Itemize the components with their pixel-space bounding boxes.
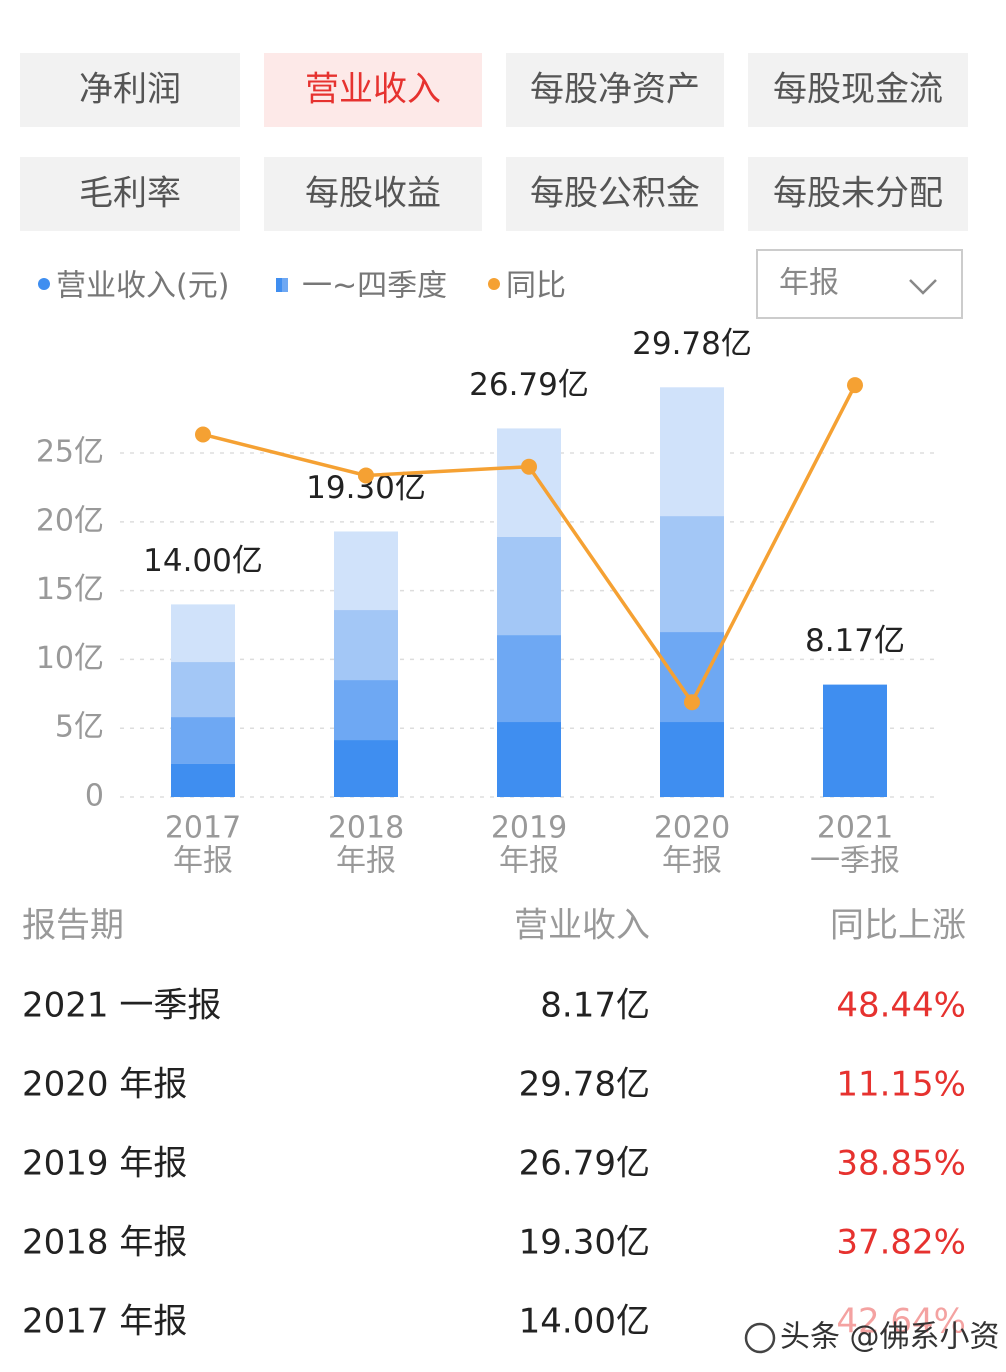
table-header: 报告期 bbox=[22, 906, 124, 946]
table-cell: 26.79亿 bbox=[519, 1144, 650, 1184]
tab-label: 每股现金流 bbox=[773, 70, 943, 110]
tab-bg bbox=[506, 53, 724, 127]
table-cell: 2017 年报 bbox=[22, 1302, 187, 1342]
legend-dot bbox=[38, 278, 50, 290]
y-tick-label: 0 bbox=[85, 779, 104, 814]
legend-label: 同比 bbox=[506, 269, 566, 304]
tab[interactable]: 净利润 bbox=[20, 53, 240, 127]
table-cell: 19.30亿 bbox=[519, 1223, 650, 1263]
legend-label: 一~四季度 bbox=[302, 269, 447, 304]
dropdown-label: 年报 bbox=[779, 266, 839, 301]
bar-segment bbox=[497, 635, 561, 723]
table-cell: 29.78亿 bbox=[519, 1065, 650, 1105]
tab-bg bbox=[506, 157, 724, 231]
x-tick-label: 2018 bbox=[328, 811, 404, 846]
table-cell: 2019 年报 bbox=[22, 1144, 187, 1184]
table-cell: 2020 年报 bbox=[22, 1065, 187, 1105]
x-tick-label: 年报 bbox=[499, 844, 559, 879]
watermark-bg bbox=[740, 1305, 1006, 1372]
tab-bg bbox=[264, 157, 482, 231]
tab-label: 净利润 bbox=[79, 70, 181, 110]
tab-bg bbox=[748, 157, 968, 231]
table-cell: 8.17亿 bbox=[540, 986, 650, 1026]
x-tick-label: 2021 bbox=[817, 811, 893, 846]
y-tick-label: 15亿 bbox=[36, 572, 104, 607]
bar-segment bbox=[497, 536, 561, 636]
tab-bg bbox=[20, 53, 240, 127]
yoy-point bbox=[847, 377, 863, 394]
bar-segment bbox=[171, 604, 235, 663]
bar-segment bbox=[497, 722, 561, 797]
y-tick-label: 25亿 bbox=[36, 435, 104, 470]
legend-swatch bbox=[276, 278, 282, 292]
watermark: 头条 @佛系小资 bbox=[780, 1320, 1000, 1355]
bar-segment bbox=[334, 680, 398, 741]
total-label: 26.79亿 bbox=[469, 367, 589, 403]
table-cell: 38.85% bbox=[836, 1144, 966, 1184]
x-tick-label: 2019 bbox=[491, 811, 567, 846]
bar-segment bbox=[171, 717, 235, 764]
tab-bg bbox=[264, 53, 482, 127]
bar-segment bbox=[823, 684, 887, 797]
dropdown-chevron bbox=[909, 279, 937, 295]
tab-bg bbox=[20, 157, 240, 231]
table-cell: 2018 年报 bbox=[22, 1223, 187, 1263]
x-tick-label: 一季报 bbox=[810, 844, 900, 879]
yoy-point bbox=[195, 426, 211, 443]
tab[interactable]: 每股收益 bbox=[264, 157, 482, 231]
tab[interactable]: 毛利率 bbox=[20, 157, 240, 231]
dropdown[interactable]: 年报 bbox=[756, 249, 963, 319]
total-label: 14.00亿 bbox=[143, 543, 263, 579]
bar-segment bbox=[334, 610, 398, 681]
yoy-point bbox=[521, 458, 537, 475]
tab-label: 营业收入 bbox=[305, 70, 441, 110]
bar-segment bbox=[660, 516, 724, 633]
bar-segment bbox=[497, 428, 561, 537]
bar-segment bbox=[660, 387, 724, 517]
tab[interactable]: 每股净资产 bbox=[506, 53, 724, 127]
bar-segment bbox=[171, 662, 235, 718]
x-tick-label: 2020 bbox=[654, 811, 730, 846]
bar-segment bbox=[334, 740, 398, 797]
table-cell: 48.44% bbox=[836, 986, 966, 1026]
tab-label: 毛利率 bbox=[79, 174, 181, 214]
x-tick-label: 年报 bbox=[336, 844, 396, 879]
table-cell: 37.82% bbox=[836, 1223, 966, 1263]
legend-swatch bbox=[282, 278, 288, 292]
tab-label: 每股净资产 bbox=[530, 70, 700, 110]
bar-segment bbox=[660, 722, 724, 797]
tab[interactable]: 营业收入 bbox=[264, 53, 482, 127]
tab[interactable]: 每股现金流 bbox=[748, 53, 968, 127]
table-header: 营业收入 bbox=[514, 906, 650, 946]
table-header: 同比上涨 bbox=[830, 906, 966, 946]
watermark-icon bbox=[744, 1322, 776, 1354]
total-label: 8.17亿 bbox=[805, 623, 905, 659]
x-tick-label: 2017 bbox=[165, 811, 241, 846]
y-tick-label: 5亿 bbox=[55, 710, 104, 745]
table-cell: 2021 一季报 bbox=[22, 986, 221, 1026]
bar-segment bbox=[171, 763, 235, 797]
x-tick-label: 年报 bbox=[662, 844, 722, 879]
bar-segment bbox=[334, 531, 398, 611]
legend-dot bbox=[488, 278, 500, 290]
yoy-point bbox=[684, 694, 700, 711]
tab[interactable]: 每股公积金 bbox=[506, 157, 724, 231]
y-tick-label: 10亿 bbox=[36, 641, 104, 676]
dropdown-box bbox=[756, 249, 963, 319]
tab-label: 每股收益 bbox=[305, 174, 441, 214]
total-label: 29.78亿 bbox=[632, 326, 752, 362]
table-cell: 14.00亿 bbox=[519, 1302, 650, 1342]
tab-bg bbox=[748, 53, 968, 127]
tab-label: 每股公积金 bbox=[530, 174, 700, 214]
y-tick-label: 20亿 bbox=[36, 503, 104, 538]
x-tick-label: 年报 bbox=[173, 844, 233, 879]
legend-label: 营业收入(元) bbox=[56, 269, 229, 304]
table-cell: 11.15% bbox=[836, 1065, 966, 1105]
tab-label: 每股未分配 bbox=[773, 174, 943, 214]
tab[interactable]: 每股未分配 bbox=[748, 157, 968, 231]
yoy-point bbox=[358, 467, 374, 484]
